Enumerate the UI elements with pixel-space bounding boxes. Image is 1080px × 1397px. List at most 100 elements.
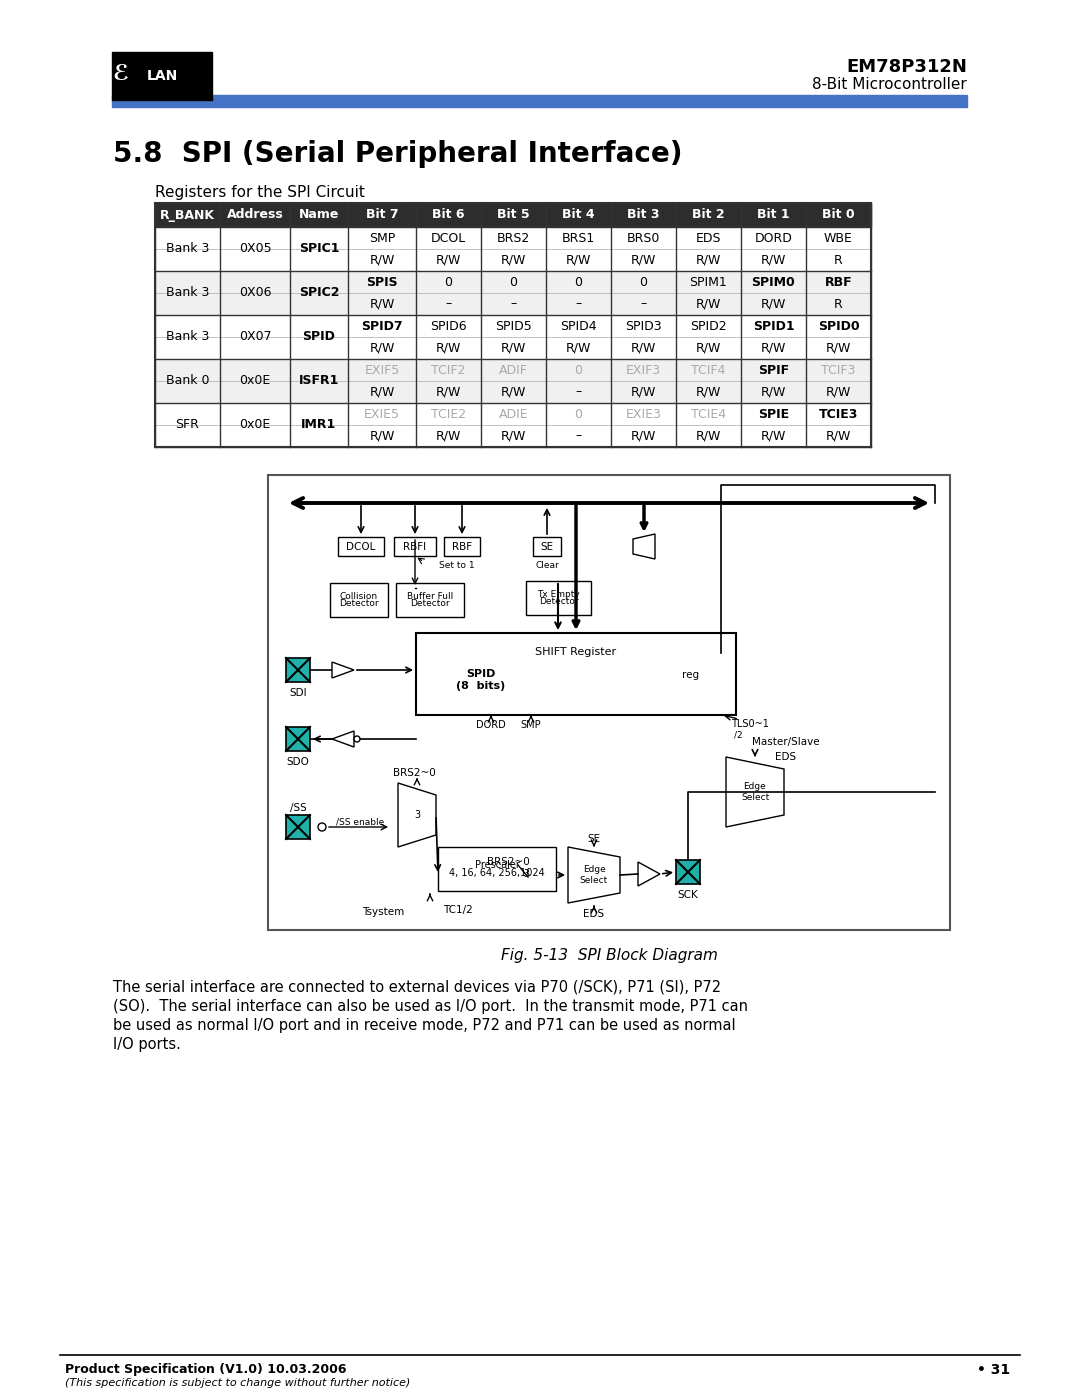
Text: SHIFT Register: SHIFT Register [536,647,617,657]
Bar [286,726,310,752]
Bar [526,581,591,615]
Text: IMR1: IMR1 [301,419,337,432]
Text: SPID2: SPID2 [690,320,727,332]
Bar [330,583,388,617]
Text: R: R [834,298,842,310]
Polygon shape [568,847,620,902]
Text: SPIE: SPIE [758,408,789,420]
Text: Master/Slave: Master/Slave [752,738,820,747]
Text: SDO: SDO [286,757,310,767]
Text: SPIC2: SPIC2 [299,286,339,299]
Text: Bit 4: Bit 4 [563,208,595,222]
Text: R/W: R/W [631,386,657,398]
Text: R/W: R/W [501,386,526,398]
Text: EXIE3: EXIE3 [625,408,661,420]
Text: TCIE4: TCIE4 [691,408,726,420]
Text: Collision: Collision [340,592,378,601]
Text: R/W: R/W [696,386,721,398]
Text: 0x0E: 0x0E [240,374,271,387]
Text: Bank 3: Bank 3 [166,286,210,299]
Polygon shape [399,782,436,847]
Text: SPID1: SPID1 [753,320,794,332]
Text: Set to 1: Set to 1 [438,562,474,570]
Text: SPID7: SPID7 [361,320,403,332]
Text: –: – [511,298,516,310]
Text: SPID0: SPID0 [818,320,860,332]
Text: Prescaler: Prescaler [474,861,519,870]
Bar [156,359,870,402]
Text: I/O ports.: I/O ports. [113,1037,180,1052]
Bar [286,658,310,682]
Text: –: – [640,298,647,310]
Text: 0: 0 [510,275,517,289]
Text: ISFR1: ISFR1 [299,374,339,387]
Text: DCOL: DCOL [347,542,376,552]
Bar [534,536,561,556]
Text: 0: 0 [575,408,582,420]
Bar [286,814,310,840]
Text: 0X05: 0X05 [239,243,271,256]
Circle shape [354,736,360,742]
Bar [112,95,967,108]
Text: R/W: R/W [369,386,394,398]
Text: R/W: R/W [696,341,721,355]
Text: Detector: Detector [539,598,578,606]
Text: Bit 6: Bit 6 [432,208,464,222]
Bar [338,536,384,556]
Text: R/W: R/W [696,298,721,310]
Text: SCK: SCK [677,890,699,900]
Text: Clear: Clear [535,562,558,570]
Text: SPIM0: SPIM0 [752,275,795,289]
Text: 0X06: 0X06 [239,286,271,299]
Bar [156,226,870,271]
Text: R/W: R/W [436,386,461,398]
Text: The serial interface are connected to external devices via P70 (/SCK), P71 (SI),: The serial interface are connected to ex… [113,981,721,995]
Text: R/W: R/W [696,429,721,443]
Text: R/W: R/W [501,429,526,443]
Text: /2: /2 [734,731,743,740]
Text: EXIF3: EXIF3 [626,363,661,377]
Text: 0x0E: 0x0E [240,419,271,432]
Text: TCIF3: TCIF3 [821,363,855,377]
Text: 8-Bit Microcontroller: 8-Bit Microcontroller [812,77,967,92]
Bar [268,475,950,930]
Bar [416,633,735,715]
Bar [438,847,556,891]
Text: Tx Empty: Tx Empty [537,590,580,599]
Text: 0: 0 [445,275,453,289]
Text: (SO).  The serial interface can also be used as I/O port.  In the transmit mode,: (SO). The serial interface can also be u… [113,999,748,1014]
Text: Buffer Full: Buffer Full [407,592,454,601]
Text: R/W: R/W [436,341,461,355]
Text: R/W: R/W [631,253,657,267]
Text: BRS2~0: BRS2~0 [487,856,529,868]
Polygon shape [332,731,354,747]
Text: Detector: Detector [339,599,379,608]
Text: Bit 0: Bit 0 [822,208,854,222]
Text: (This specification is subject to change without further notice): (This specification is subject to change… [65,1377,410,1389]
Text: R/W: R/W [631,429,657,443]
Text: TCIE3: TCIE3 [819,408,859,420]
Text: Bit 7: Bit 7 [366,208,399,222]
Text: SFR: SFR [176,419,200,432]
Text: 0X07: 0X07 [239,331,271,344]
Polygon shape [633,534,654,559]
Text: EXIF5: EXIF5 [364,363,400,377]
Text: 0: 0 [575,363,582,377]
Text: SPID3: SPID3 [625,320,662,332]
Text: EXIE5: EXIE5 [364,408,400,420]
Text: SE: SE [540,542,554,552]
Text: Bank 0: Bank 0 [165,374,210,387]
Bar [676,861,700,884]
Text: SPIM1: SPIM1 [690,275,727,289]
Text: –: – [445,298,451,310]
Text: R: R [834,253,842,267]
Bar [112,52,212,101]
Text: R_BANK: R_BANK [160,208,215,222]
Text: Bit 1: Bit 1 [757,208,789,222]
Text: SE: SE [588,834,600,844]
Text: Address: Address [227,208,283,222]
Text: 0: 0 [575,275,582,289]
Text: RBF: RBF [825,275,852,289]
Bar [156,271,870,314]
Text: Tsystem: Tsystem [362,907,404,916]
